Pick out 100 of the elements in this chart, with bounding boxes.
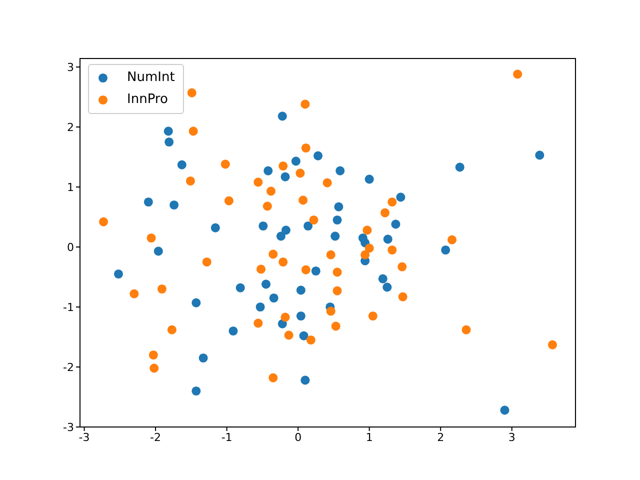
point	[188, 126, 198, 136]
x-tick-label: -2	[150, 430, 162, 444]
point	[309, 215, 318, 225]
point	[332, 286, 342, 296]
point	[314, 151, 323, 160]
point	[268, 250, 278, 259]
y-tick-label: -1	[63, 300, 74, 314]
y-tick-label: -2	[63, 360, 74, 374]
point	[360, 250, 370, 260]
point	[220, 160, 230, 169]
point	[210, 223, 220, 232]
point	[164, 137, 174, 147]
x-tick-label: 0	[294, 430, 302, 444]
point	[296, 286, 306, 295]
point	[296, 311, 306, 321]
y-tick-label: 1	[67, 180, 74, 194]
point	[311, 266, 320, 276]
point	[300, 100, 310, 109]
point	[326, 306, 336, 316]
point	[202, 257, 212, 267]
point	[280, 312, 290, 322]
point	[378, 274, 388, 284]
point	[291, 156, 300, 166]
y-tick-label: -3	[63, 420, 74, 434]
point	[268, 373, 278, 382]
point	[330, 232, 340, 241]
point	[164, 126, 173, 136]
point	[364, 174, 374, 184]
x-tick-label: 1	[366, 430, 373, 444]
point	[254, 178, 263, 187]
point	[261, 280, 271, 289]
point	[278, 257, 288, 267]
point	[500, 406, 510, 415]
point	[535, 150, 544, 160]
point	[280, 172, 290, 182]
point	[262, 202, 272, 211]
point	[362, 226, 372, 235]
point	[388, 197, 397, 207]
y-tick-label: 0	[67, 240, 74, 254]
x-tick-label: 3	[508, 430, 516, 444]
point	[269, 293, 278, 303]
point	[336, 166, 345, 176]
point	[167, 325, 176, 334]
point	[278, 112, 287, 121]
point	[254, 318, 263, 328]
point	[398, 292, 408, 302]
point	[388, 245, 397, 255]
point	[170, 200, 179, 210]
point	[148, 350, 158, 360]
point	[187, 88, 196, 98]
point	[391, 220, 400, 229]
point	[326, 250, 336, 260]
legend-label: NumInt	[127, 69, 175, 87]
legend-label: InnPro	[127, 91, 168, 109]
point	[154, 246, 163, 256]
point	[332, 268, 342, 277]
point	[236, 283, 245, 292]
point	[284, 330, 294, 340]
point	[331, 322, 340, 331]
point	[266, 186, 276, 196]
point	[300, 376, 310, 385]
point	[192, 386, 201, 396]
point	[228, 326, 238, 336]
point	[513, 70, 522, 79]
point	[334, 202, 344, 212]
point	[382, 282, 392, 292]
point	[150, 364, 159, 373]
y-tick-label: 2	[67, 120, 74, 134]
point	[322, 178, 332, 188]
point	[146, 233, 156, 243]
point	[462, 325, 471, 334]
point	[548, 340, 557, 350]
point	[368, 311, 378, 321]
point	[258, 221, 268, 231]
point	[447, 235, 457, 244]
point	[383, 234, 392, 244]
y-tick-label: 3	[67, 60, 74, 74]
point	[301, 265, 310, 274]
point	[455, 162, 464, 172]
point	[278, 161, 288, 171]
point	[299, 331, 308, 340]
point	[301, 143, 310, 153]
point	[398, 262, 407, 272]
point	[298, 196, 308, 205]
point	[130, 289, 139, 298]
x-tick-label: 2	[437, 430, 444, 444]
point	[198, 353, 208, 363]
point	[332, 215, 342, 225]
x-tick-label: -1	[221, 430, 232, 444]
point	[281, 226, 290, 235]
point	[264, 166, 273, 176]
point	[256, 302, 265, 312]
point	[114, 269, 123, 279]
point	[192, 298, 201, 308]
point	[144, 197, 153, 207]
point	[396, 192, 406, 202]
point	[256, 264, 266, 274]
point	[99, 217, 108, 226]
point	[224, 196, 234, 206]
point	[276, 232, 286, 241]
